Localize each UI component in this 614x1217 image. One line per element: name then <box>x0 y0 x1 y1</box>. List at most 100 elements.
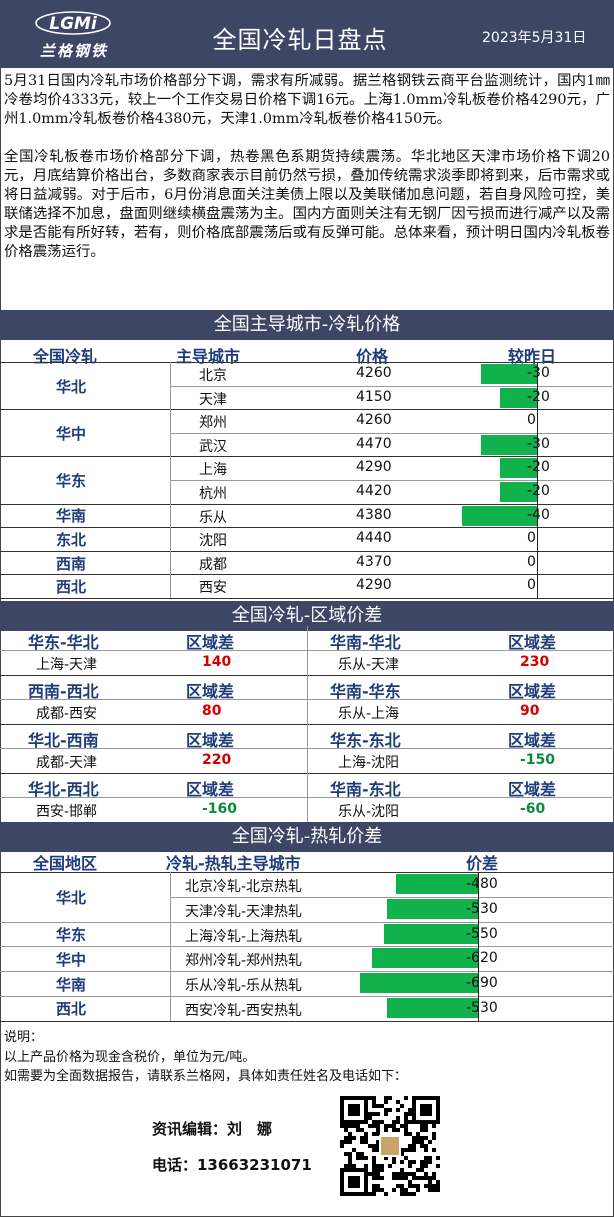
city-pair: 西安冷轧-西安热轧 <box>185 1003 303 1019</box>
price-value: 4370 <box>356 553 392 570</box>
change-label: -40 <box>527 506 550 523</box>
price-value: 4290 <box>356 577 392 594</box>
region-pair-head: 西南-西北 <box>28 682 99 701</box>
diff-head: 区域差 <box>508 633 557 652</box>
city-name: 杭州 <box>199 486 227 502</box>
divider <box>0 527 614 529</box>
brand-name: 兰格钢铁 <box>39 42 108 60</box>
region-label: 华南 <box>56 975 87 994</box>
city-name: 成都 <box>199 556 227 573</box>
region-label: 东北 <box>56 531 87 549</box>
spread-bar <box>395 874 478 894</box>
city-name: 西安 <box>199 580 227 597</box>
city-pair: 天津冷轧-天津热轧 <box>185 903 303 920</box>
col-head-city: 主导城市 <box>176 347 241 366</box>
city-pair: 北京冷轧-北京热轧 <box>185 879 303 895</box>
diff-head: 区域差 <box>186 731 235 750</box>
spread-label: -690 <box>466 975 498 992</box>
diff-value: -150 <box>520 752 556 768</box>
note-contact: 如需要为全面数据报告，请联系兰格网，具体如责任姓名及电话如下： <box>4 1069 408 1084</box>
column-divider <box>170 362 171 598</box>
col-head-region: 全国冷轧 <box>33 347 98 366</box>
diff-value: 90 <box>520 703 540 719</box>
diff-head: 区域差 <box>508 731 557 750</box>
column-divider <box>170 872 171 1021</box>
row-divider <box>0 971 614 973</box>
editor-phone: 电话：13663231071 <box>152 1156 312 1174</box>
page-title: 全国冷轧日盘点 <box>212 26 388 54</box>
city-pair: 乐从-上海 <box>338 706 400 722</box>
region-pair-head: 华东-东北 <box>330 731 401 750</box>
region-label: 华中 <box>56 950 87 969</box>
price-value: 4260 <box>356 365 392 381</box>
col-head-spread: 价差 <box>466 854 499 873</box>
col-head-change: 较昨日 <box>508 347 557 366</box>
section-title-city-prices: 全国主导城市-冷轧价格 <box>0 310 614 340</box>
city-pair: 上海冷轧-上海热轧 <box>185 928 303 945</box>
city-pair: 成都-西安 <box>36 706 98 722</box>
city-name: 上海 <box>199 462 227 479</box>
change-label: -30 <box>527 365 550 381</box>
change-label: 0 <box>527 530 536 547</box>
diff-value: 80 <box>202 703 222 719</box>
change-label: -20 <box>527 483 550 499</box>
row-divider <box>170 896 614 898</box>
row-divider <box>170 480 614 481</box>
region-pair-head: 华北-西南 <box>28 731 99 750</box>
region-label: 华北 <box>56 888 87 907</box>
divider <box>0 409 614 411</box>
brand-logo: LGMi 兰格钢铁 <box>28 6 120 64</box>
svg-text:LGMi: LGMi <box>49 14 98 34</box>
divider <box>0 456 614 458</box>
section-title-cold-hot-diff: 全国冷轧-热轧价差 <box>0 822 614 852</box>
divider <box>0 550 614 552</box>
region-pair-head: 华南-东北 <box>330 780 401 799</box>
city-pair: 上海-沈阳 <box>338 755 400 771</box>
spread-label: -480 <box>466 876 498 892</box>
divider <box>0 598 614 599</box>
change-bar <box>499 482 537 502</box>
col-head-price: 价格 <box>356 347 389 366</box>
divider <box>0 362 614 363</box>
city-pair: 郑州冷轧-郑州热轧 <box>185 953 303 970</box>
row-divider <box>0 946 614 948</box>
price-value: 4380 <box>356 506 392 523</box>
change-bar <box>480 434 537 455</box>
row-divider <box>0 996 614 997</box>
change-label: -20 <box>527 459 550 476</box>
region-pair-head: 华南-华北 <box>330 633 401 652</box>
zero-axis <box>537 362 538 598</box>
summary-paragraph: 全国冷轧板卷市场价格部分下调，热卷黑色系期货持续震荡。华北地区天津市场价格下调2… <box>4 149 610 260</box>
spread-bar <box>387 898 478 919</box>
row-divider <box>0 921 614 923</box>
change-label: 0 <box>527 412 536 429</box>
change-label: 0 <box>527 553 536 570</box>
region-label: 华南 <box>56 507 87 526</box>
price-value: 4150 <box>356 388 392 405</box>
col-head-pair: 冷轧-热轧主导城市 <box>166 854 301 873</box>
price-value: 4260 <box>356 412 392 429</box>
diff-head: 区域差 <box>508 780 557 799</box>
spread-bar <box>371 948 478 969</box>
change-bar <box>480 364 537 384</box>
city-name: 沈阳 <box>199 533 227 550</box>
change-bar <box>499 458 537 479</box>
region-pair-head: 华南-华东 <box>330 682 401 701</box>
spread-bar <box>360 973 478 994</box>
spread-label: -530 <box>466 1000 498 1016</box>
diff-value: -60 <box>520 801 546 817</box>
divider <box>0 574 614 576</box>
region-label: 西南 <box>56 554 87 573</box>
spread-label: -620 <box>466 950 498 967</box>
city-name: 北京 <box>199 368 227 384</box>
city-name: 天津 <box>199 391 227 408</box>
page-header: LGMi 兰格钢铁 全国冷轧日盘点 2023年5月31日 <box>0 0 614 68</box>
change-label: -30 <box>527 435 550 452</box>
change-label: -20 <box>527 388 550 405</box>
spread-bar <box>383 923 478 944</box>
diff-head: 区域差 <box>508 682 557 701</box>
diff-value: 140 <box>202 654 232 670</box>
city-pair: 乐从冷轧-乐从热轧 <box>185 978 303 995</box>
divider <box>0 503 614 505</box>
divider <box>0 1021 614 1022</box>
